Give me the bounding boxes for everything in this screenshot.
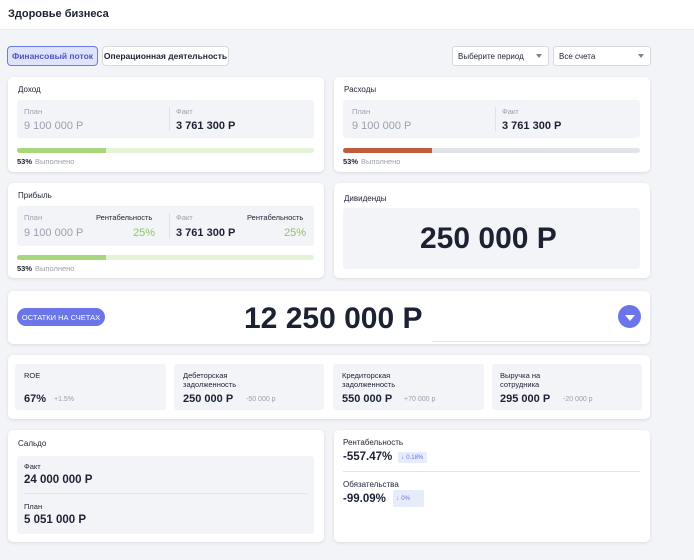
profit-fact-rent-label: Рентабельность [247,213,304,222]
balances-value: 12 250 000 Р [244,302,423,335]
expenses-progress-fill [343,148,433,153]
saldo-card: Сальдо Факт 24 000 000 Р План 5 051 000 … [8,430,324,542]
oblig-badge-value: 0% [401,495,410,502]
oblig-value: -99.09% [343,493,386,505]
tab-operations[interactable]: Операционная деятельность [102,46,229,66]
kpi-roe-delta: +1.5% [54,396,75,403]
income-card: Доход План 9 100 000 Р Факт 3 761 300 Р … [8,77,324,172]
rent-label: Рентабельность [343,438,404,447]
expenses-card: Расходы План 9 100 000 Р Факт 3 761 300 … [334,77,650,172]
kpi-receivables-label: Дебеторская задолженность [183,371,237,389]
divider [169,213,170,239]
kpi-roe-value: 67% [24,393,47,405]
kpi-payables: Кредиторская задолженность 550 000 Р +70… [333,364,484,410]
kpi-roe-label: ROE [24,371,41,380]
rent-badge-value: 0.18% [406,454,424,461]
profit-progress-pct: 53% [17,264,33,273]
income-progress-status: Выполнено [35,157,75,166]
income-plan-value: 9 100 000 Р [24,120,84,132]
profit-fact-value: 3 761 300 Р [176,227,236,239]
kpi-payables-value: 550 000 Р [342,393,393,405]
saldo-plan-label: План [24,502,43,511]
accounts-select[interactable]: Все счета [553,46,651,66]
dividends-title: Дивиденды [344,194,387,203]
expenses-progress-pct: 53% [343,157,359,166]
saldo-fact-value: 24 000 000 Р [24,474,93,486]
page-title: Здоровье бизнеса [8,8,109,20]
expenses-fact-value: 3 761 300 Р [502,120,562,132]
income-fact-label: Факт [176,107,193,116]
chevron-down-icon [638,54,644,58]
kpi-revenue-label: Выручка на сотрудника [500,371,541,389]
expenses-title: Расходы [344,85,377,94]
arrow-down-icon: ↓ [396,495,400,502]
profit-progress-bar [17,255,314,260]
expenses-fact-label: Факт [502,107,519,116]
divider [432,341,640,342]
chevron-down-icon [624,314,635,321]
income-title: Доход [18,85,41,94]
profit-progress-fill [17,255,107,260]
kpi-payables-delta: +70 000 р [404,396,436,403]
rent-badge: ↓ 0.18% [398,452,427,463]
expenses-progress-status: Выполнено [361,157,401,166]
profit-plan-fact: План Рентабельность 9 100 000 Р 25% Факт… [17,206,314,246]
period-select-value: Выберите период [458,51,524,61]
income-fact-value: 3 761 300 Р [176,120,236,132]
profit-plan-value: 9 100 000 Р [24,227,84,239]
expenses-plan-value: 9 100 000 Р [352,120,412,132]
kpi-revenue-delta: -20 000 р [563,396,593,403]
income-plan-fact: План 9 100 000 Р Факт 3 761 300 Р [17,100,314,138]
divider [343,471,640,472]
kpi-roe: ROE 67% +1.5% [15,364,166,410]
income-progress-bar [17,148,314,153]
divider [495,107,496,131]
dividends-card: Дивиденды 250 000 Р [334,183,650,278]
profit-plan-rent-label: Рентабельность [96,213,153,222]
kpi-payables-label: Кредиторская задолженность [342,371,396,389]
arrow-down-icon: ↓ [401,454,405,461]
income-progress-fill [17,148,107,153]
expenses-plan-fact: План 9 100 000 Р Факт 3 761 300 Р [343,100,640,138]
profit-title: Прибыль [18,191,52,200]
rent-value: -557.47% [343,451,393,463]
kpi-receivables-delta: -50 000 р [246,396,276,403]
kpi-revenue-per-employee: Выручка на сотрудника 295 000 Р -20 000 … [492,364,642,410]
profit-fact-label: Факт [176,213,193,222]
period-select[interactable]: Выберите период [452,46,549,66]
oblig-label: Обязательства [343,480,399,489]
profit-progress-status: Выполнено [35,264,75,273]
saldo-fact-label: Факт [24,462,41,471]
divider [24,493,307,494]
dividends-value: 250 000 Р [420,222,557,255]
dividends-box: 250 000 Р [343,208,640,269]
top-bar: Здоровье бизнеса [0,0,694,30]
expand-balances-button[interactable] [618,305,641,328]
oblig-badge: ↓ 0% [393,490,424,507]
balances-card: 12 250 000 Р [8,291,650,344]
expenses-plan-label: План [352,107,371,116]
income-progress-pct: 53% [17,157,33,166]
saldo-plan-value: 5 051 000 Р [24,514,87,526]
balances-button[interactable]: ОСТАТКИ НА СЧЕТАХ [17,308,105,326]
divider [169,107,170,131]
profit-plan-rent: 25% [133,227,156,239]
profit-plan-label: План [24,213,43,222]
kpi-receivables-value: 250 000 Р [183,393,234,405]
profit-card: Прибыль План Рентабельность 9 100 000 Р … [8,183,324,278]
chevron-down-icon [536,54,542,58]
expenses-progress-bar [343,148,640,153]
kpi-receivables: Дебеторская задолженность 250 000 Р -50 … [174,364,324,410]
saldo-box: Факт 24 000 000 Р План 5 051 000 Р [17,456,314,534]
profit-fact-rent: 25% [284,227,307,239]
kpi-revenue-value: 295 000 Р [500,393,551,405]
accounts-select-value: Все счета [559,51,596,61]
metrics-card: Рентабельность -557.47% ↓ 0.18% Обязател… [334,430,650,542]
kpi-card: ROE 67% +1.5% Дебеторская задолженность … [8,355,650,419]
tab-financial-flow[interactable]: Финансовый поток [7,46,98,66]
saldo-title: Сальдо [18,439,47,448]
income-plan-label: План [24,107,43,116]
